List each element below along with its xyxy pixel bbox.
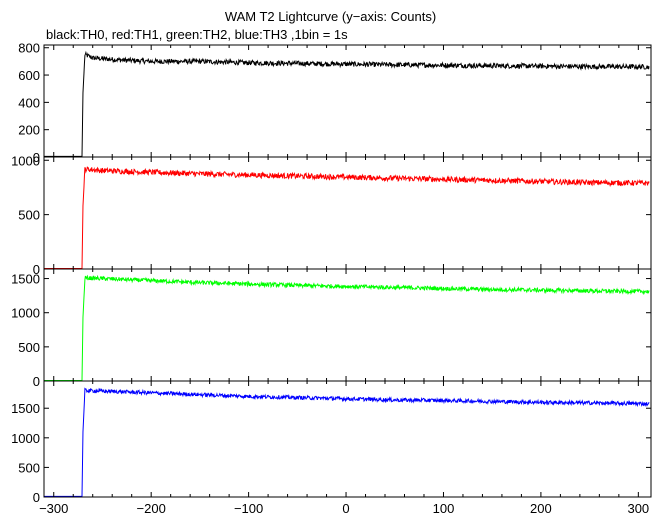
- x-tick-label: −100: [234, 501, 263, 515]
- y-tick-label: 1500: [11, 272, 40, 287]
- y-tick-label: 1500: [11, 401, 40, 416]
- panel-frame: [43, 380, 652, 498]
- series-line-th2: [44, 274, 650, 381]
- x-tick-label: 200: [530, 501, 552, 515]
- y-tick-label: 0: [33, 490, 40, 505]
- y-tick-label: 600: [18, 68, 40, 83]
- x-tick-label: 300: [627, 501, 649, 515]
- y-tick-label: 1000: [11, 431, 40, 446]
- panel-th2: 0 500 1000 1500: [11, 268, 652, 389]
- y-tick-label: 0: [33, 374, 40, 389]
- panel-th0: 0 200 400 600 800: [18, 41, 652, 165]
- x-tick-label: 0: [342, 501, 349, 515]
- y-tick-label: 200: [18, 123, 40, 138]
- y-tick-label: 0: [33, 150, 40, 165]
- x-tick-label: 100: [433, 501, 455, 515]
- x-tick-label: −200: [137, 501, 166, 515]
- y-tick-label: 400: [18, 95, 40, 110]
- chart-title: WAM T2 Lightcurve (y−axis: Counts): [224, 9, 437, 24]
- y-tick-label: 1000: [11, 306, 40, 321]
- y-tick-label: 1000: [11, 153, 40, 168]
- y-tick-label: 500: [18, 340, 40, 355]
- series-line-th1: [44, 166, 650, 269]
- chart-subtitle: black:TH0, red:TH1, green:TH2, blue:TH3 …: [46, 27, 348, 42]
- y-tick-label: 0: [33, 262, 40, 277]
- series-line-th0: [44, 50, 650, 157]
- x-tick-label: −300: [39, 501, 68, 515]
- y-tick-label: 500: [18, 460, 40, 475]
- panel-th3: 0 500 1000 1500: [11, 380, 652, 505]
- panel-frame: [43, 156, 652, 270]
- series-line-th3: [44, 387, 650, 497]
- y-tick-label: 500: [18, 208, 40, 223]
- panel-th1: 0 500 1000: [11, 153, 652, 277]
- y-tick-label: 800: [18, 41, 40, 56]
